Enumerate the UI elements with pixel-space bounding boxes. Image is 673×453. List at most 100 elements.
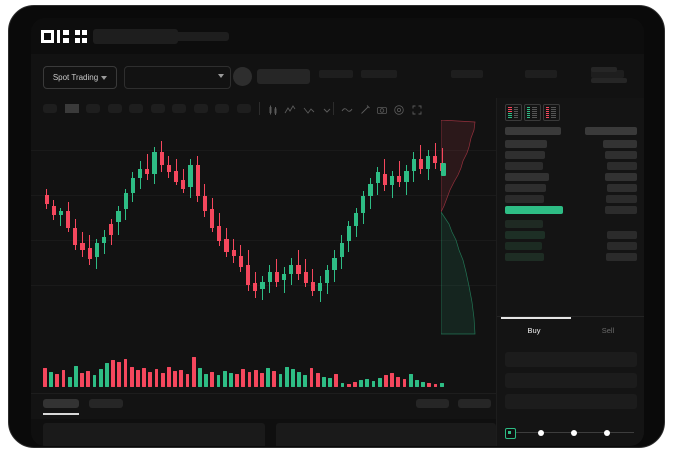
bottom-panel-left[interactable] xyxy=(43,423,265,446)
orderbook-bid-row[interactable] xyxy=(497,230,644,241)
volume-bar xyxy=(229,373,233,387)
tab-sell[interactable]: Sell xyxy=(601,326,615,335)
settings-icon[interactable] xyxy=(393,103,405,115)
volume-bar xyxy=(346,383,351,387)
timeframe-1w[interactable] xyxy=(193,104,208,113)
candle-body xyxy=(433,155,438,164)
candle-body xyxy=(238,255,243,267)
slider-stop-75[interactable] xyxy=(604,429,610,436)
candle-body xyxy=(145,168,150,175)
order-field-price[interactable] xyxy=(505,352,637,367)
orderbook-amount-cell xyxy=(607,162,637,170)
timeframe-1d[interactable] xyxy=(172,104,186,113)
candle-body xyxy=(325,270,330,284)
orderbook-amount-cell xyxy=(603,140,637,148)
volume-bar xyxy=(266,368,270,387)
nav-item-2[interactable] xyxy=(133,32,166,41)
timeframe-more[interactable] xyxy=(236,104,251,113)
slider-handle[interactable] xyxy=(505,428,516,439)
orderbook-view-both[interactable] xyxy=(505,104,522,121)
fullscreen-icon[interactable] xyxy=(411,103,423,115)
orderbook-ask-row[interactable] xyxy=(497,172,644,183)
order-field-total[interactable] xyxy=(505,394,637,409)
okx-logo[interactable] xyxy=(41,30,88,43)
stat-24h-high xyxy=(361,70,397,78)
logo-block xyxy=(82,30,88,36)
timeframe-1mo[interactable] xyxy=(215,104,229,113)
chart-toolbar xyxy=(31,98,644,121)
volume-bar xyxy=(117,361,122,387)
orderbook-bid-row[interactable] xyxy=(497,219,644,230)
volume-bar xyxy=(129,367,134,387)
orderbook-ask-row[interactable] xyxy=(497,139,644,150)
trading-mode-selector[interactable]: Spot Trading xyxy=(43,66,117,89)
logo-block xyxy=(82,37,88,43)
nav-item-4[interactable] xyxy=(181,32,211,41)
orderbook-bid-row[interactable] xyxy=(497,241,644,252)
line-chart-icon[interactable] xyxy=(341,103,353,115)
orderbook-bid-row[interactable] xyxy=(497,252,644,263)
orderbook-view-asks[interactable] xyxy=(543,104,560,121)
volume-bar xyxy=(402,378,407,387)
candle-body xyxy=(109,224,114,236)
orderbook-ask-row[interactable] xyxy=(497,150,644,161)
candle-body xyxy=(353,213,359,227)
drawing-icon[interactable] xyxy=(359,103,371,115)
trading-pair-selector[interactable] xyxy=(124,66,231,89)
bottom-panel-right[interactable] xyxy=(276,423,496,446)
orderbook-amount-cell xyxy=(607,184,637,192)
orderbook-rows xyxy=(497,124,644,316)
slider-stop-50[interactable] xyxy=(571,429,577,436)
candlestick-chart[interactable] xyxy=(31,120,496,335)
active-tab-indicator xyxy=(501,317,571,319)
timeframe-5m[interactable] xyxy=(64,104,79,113)
candle-body xyxy=(281,274,287,280)
orderbook-ask-row[interactable] xyxy=(497,194,644,205)
last-price xyxy=(257,69,310,84)
volume-bar xyxy=(260,373,264,387)
volume-bar xyxy=(222,371,227,387)
indicator-icon[interactable] xyxy=(284,103,296,115)
timeframe-1h[interactable] xyxy=(129,104,143,113)
slider-stop-25[interactable] xyxy=(538,429,544,436)
volume-bar xyxy=(111,359,115,387)
chevron-down-icon[interactable] xyxy=(321,103,333,115)
timeframe-4h[interactable] xyxy=(150,104,165,113)
tab-buy[interactable]: Buy xyxy=(527,326,541,335)
bottom-action-2[interactable] xyxy=(458,399,491,408)
candle-body xyxy=(94,242,100,258)
orderbook-view-bids[interactable] xyxy=(524,104,541,121)
logo-block xyxy=(41,30,54,34)
bottom-tab-open-orders[interactable] xyxy=(43,399,79,408)
candle-body xyxy=(296,264,301,275)
orderbook-ask-row[interactable] xyxy=(497,183,644,194)
nav-item-5[interactable] xyxy=(203,32,230,41)
nav-item-1[interactable] xyxy=(110,32,140,41)
candle-wick xyxy=(441,148,443,177)
orderbook-ask-row[interactable] xyxy=(497,161,644,172)
timeframe-30m[interactable] xyxy=(107,104,122,113)
bottom-action-1[interactable] xyxy=(416,399,449,408)
camera-icon[interactable] xyxy=(376,103,388,115)
candle-wick xyxy=(283,266,285,293)
candle-body xyxy=(289,264,294,275)
candle-body xyxy=(231,250,236,256)
volume-bar xyxy=(415,379,419,387)
pair-avatar xyxy=(233,67,252,86)
order-field-amount[interactable] xyxy=(505,373,637,388)
volume-bar xyxy=(160,373,165,387)
orderbook-amount-cell xyxy=(607,242,637,250)
timeframe-1m[interactable] xyxy=(43,104,57,113)
timeframe-15m[interactable] xyxy=(86,104,100,113)
amount-percent-slider[interactable] xyxy=(505,427,637,439)
orderbook-header-row[interactable] xyxy=(497,126,644,137)
bottom-tab-positions[interactable] xyxy=(89,399,123,408)
candlestick-icon[interactable] xyxy=(267,103,279,115)
candle-body xyxy=(346,226,351,241)
mini-stat-1 xyxy=(591,67,617,72)
candle-wick xyxy=(434,142,436,169)
nav-item-3[interactable] xyxy=(157,32,190,41)
compare-icon[interactable] xyxy=(303,103,315,115)
orderbook-spread-row[interactable] xyxy=(497,205,644,216)
depth-mid-marker xyxy=(441,163,446,176)
